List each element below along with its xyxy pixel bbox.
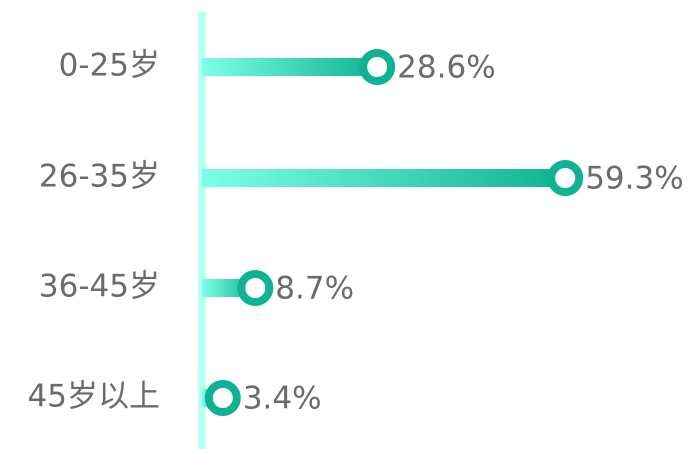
category-label: 45岁以上 xyxy=(28,379,160,415)
bar xyxy=(202,58,378,76)
bar-end xyxy=(204,380,241,416)
category-label: 26-35岁 xyxy=(39,159,160,195)
bar-end xyxy=(237,270,274,306)
value-label: 28.6% xyxy=(397,50,495,86)
bar-end xyxy=(359,49,396,85)
value-label: 8.7% xyxy=(275,271,354,307)
category-label: 0-25岁 xyxy=(59,48,160,84)
category-label: 36-45岁 xyxy=(39,269,160,305)
bar xyxy=(202,169,566,187)
value-label: 59.3% xyxy=(585,161,683,197)
axis-line xyxy=(198,12,206,449)
value-label: 3.4% xyxy=(243,381,322,417)
bar-end xyxy=(547,160,584,196)
